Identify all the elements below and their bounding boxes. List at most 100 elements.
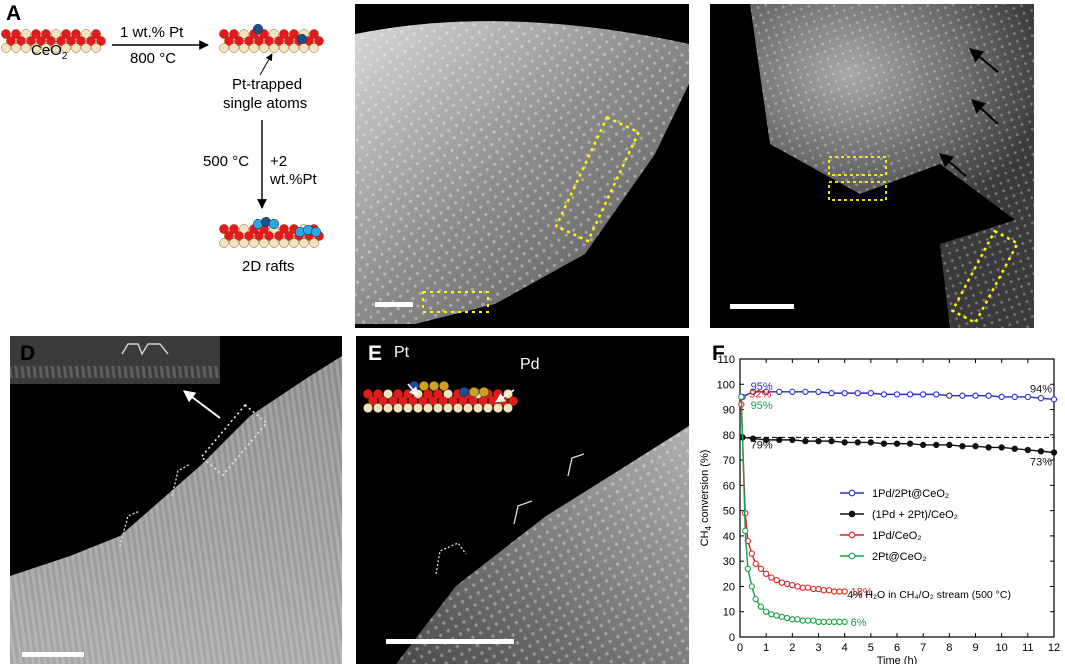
data-point: [757, 565, 765, 572]
pd-atom: [418, 380, 430, 392]
ceria-atom: [11, 43, 21, 53]
data-point: [1024, 446, 1031, 454]
data-point: [810, 617, 817, 624]
ceria-atom: [249, 43, 259, 53]
legend-swatch-marker: [848, 510, 856, 518]
ceria-atom: [21, 43, 31, 53]
legend-entry: 1Pd/2Pt@CeO₂: [872, 488, 949, 500]
data-point: [825, 587, 833, 594]
pd-atom: [438, 380, 450, 392]
data-point: [815, 618, 822, 625]
data-point: [802, 388, 809, 396]
ceria-atom: [234, 231, 244, 241]
y-tick-label: 110: [717, 354, 735, 366]
data-point: [768, 574, 775, 581]
ceria-atom: [299, 238, 309, 248]
ceria-atom: [309, 238, 319, 248]
ceria-atom: [219, 224, 229, 234]
pd-atom: [478, 386, 490, 398]
trapped-label-line2: single atoms: [223, 95, 308, 112]
data-point: [804, 584, 812, 591]
ceria-atom: [279, 29, 289, 39]
ceria-slab-initial: [1, 29, 106, 53]
data-point: [933, 441, 940, 449]
step1-condition-bottom: 800 °C: [130, 50, 177, 67]
step2-amount-line1: +2: [270, 153, 288, 170]
ceria-atom: [383, 403, 393, 413]
ceria-atom: [16, 36, 26, 46]
ceria-atom: [279, 238, 289, 248]
data-point: [789, 616, 796, 623]
panel-b-image: [355, 21, 689, 325]
data-point: [854, 389, 861, 397]
ceria-atom: [249, 238, 259, 248]
data-point: [946, 441, 953, 449]
data-point: [768, 611, 775, 618]
arrow-pt: [407, 383, 419, 397]
data-point: [738, 393, 745, 401]
pt-single-atom: [296, 33, 308, 45]
ceria-atom: [239, 224, 249, 234]
data-point: [1050, 396, 1058, 403]
y-tick-label: 10: [723, 607, 735, 619]
ceria-atom: [66, 36, 76, 46]
inset-e-model: [363, 380, 518, 413]
legend-entry: 2Pt@CeO₂: [872, 551, 927, 563]
ceria-atom: [413, 403, 423, 413]
ceria-atom: [71, 43, 81, 53]
data-point: [749, 388, 757, 396]
stream-note: 4% H₂O in CH₄/O₂ stream (500 °C): [847, 589, 1011, 601]
data-point: [748, 583, 755, 590]
ceria-atom: [309, 43, 319, 53]
y-tick-label: 70: [723, 455, 735, 467]
ceria-atom: [229, 29, 239, 39]
ceria-atom: [438, 396, 448, 406]
ceria-atom: [433, 403, 443, 413]
pt-label: Pt: [394, 344, 410, 361]
data-point: [998, 444, 1005, 451]
data-point: [1037, 448, 1045, 455]
ceria-atom: [239, 43, 249, 53]
step2-amount-line2: wt.%Pt: [270, 171, 317, 188]
panel-label-d: D: [20, 342, 36, 365]
ceria-atom: [71, 29, 81, 39]
data-point: [778, 613, 786, 620]
ceria-atom: [86, 36, 96, 46]
arrow-c-2: [970, 99, 999, 125]
pt-raft-atom: [268, 218, 280, 230]
ceria-atom: [274, 36, 284, 46]
pt-single-atom: [252, 23, 264, 35]
ceria-atom: [96, 36, 106, 46]
arrow-pd: [495, 389, 515, 403]
ceria-atom: [309, 29, 319, 39]
panel-c-micrograph: [710, 4, 1034, 328]
highlight-box-c-1: [828, 156, 887, 176]
ceria-atom: [219, 29, 229, 39]
data-point: [1011, 393, 1018, 401]
ceria-atom: [279, 43, 289, 53]
data-annotation: 79%: [751, 439, 773, 451]
ceria-atom: [254, 36, 264, 46]
ceria-atom: [388, 396, 398, 406]
legend-entry: 1Pd/CeO₂: [872, 530, 922, 542]
x-tick-label: 12: [1048, 642, 1060, 654]
ceria-atom: [51, 29, 61, 39]
y-tick-label: 60: [723, 480, 735, 492]
x-tick-label: 2: [789, 642, 795, 654]
data-point: [1050, 449, 1058, 456]
scale-bar-d: [22, 652, 84, 657]
raft-outline-e-2: [513, 500, 533, 525]
pd-label: Pd: [520, 356, 540, 373]
ceria-atom: [26, 36, 36, 46]
ceria-atom: [11, 29, 21, 39]
data-point: [773, 576, 780, 584]
step2-temp: 500 °C: [203, 153, 250, 170]
data-point: [893, 391, 901, 398]
y-axis-label: CH4 conversion (%): [699, 450, 713, 547]
data-point: [744, 565, 751, 572]
data-point: [972, 443, 979, 450]
data-point: [789, 582, 796, 589]
ceria-atom: [31, 29, 41, 39]
data-point: [867, 389, 874, 397]
ceria-atom: [284, 231, 294, 241]
